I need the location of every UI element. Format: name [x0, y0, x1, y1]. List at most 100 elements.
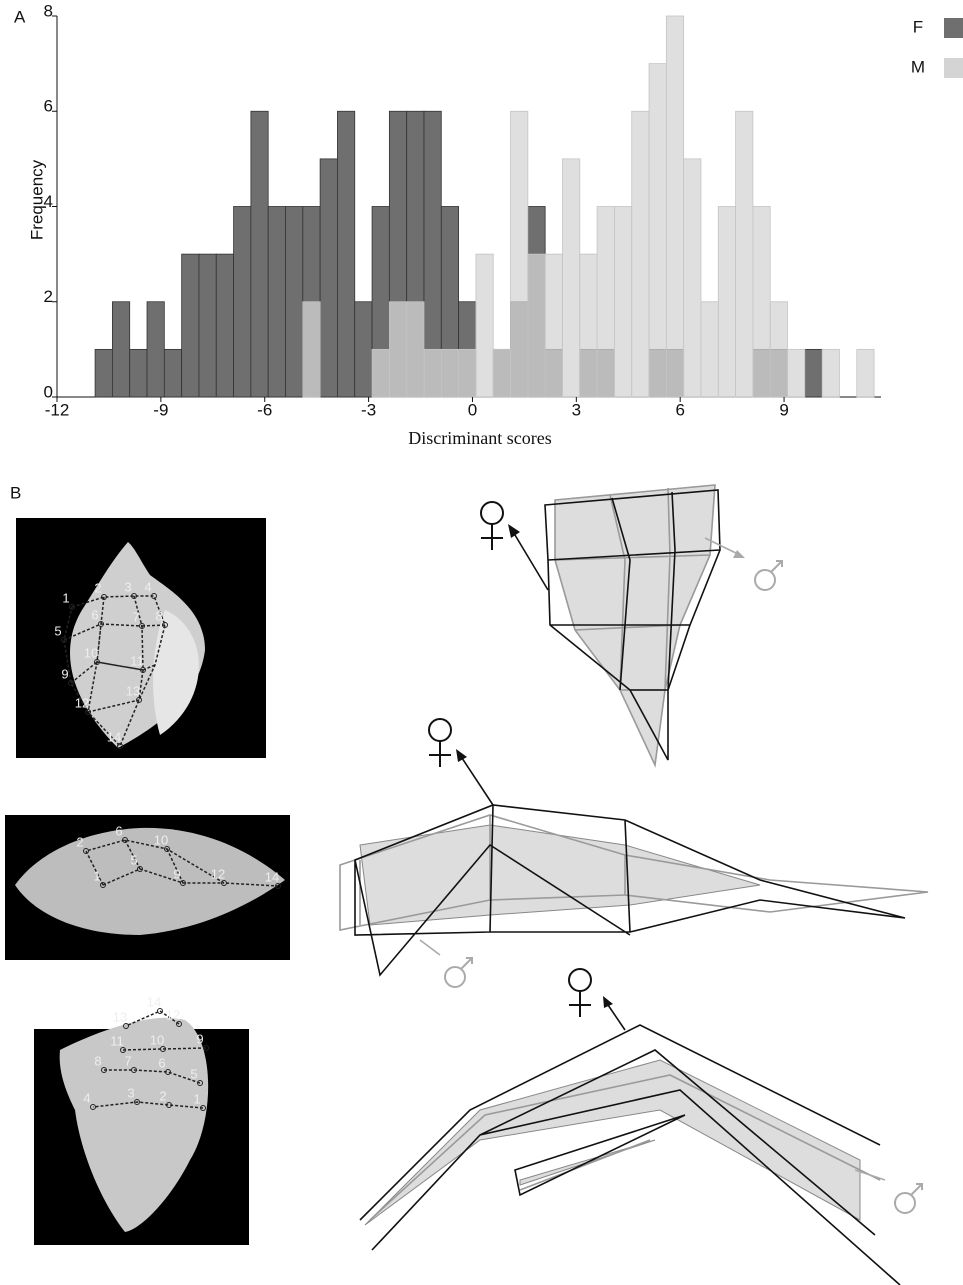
landmark-label: 14 — [147, 994, 161, 1009]
bar — [770, 302, 787, 397]
bar — [268, 207, 285, 398]
bar — [580, 254, 597, 397]
bar — [459, 349, 476, 397]
landmark-label: 13 — [126, 683, 140, 698]
bar — [511, 111, 528, 397]
bar — [337, 111, 354, 397]
bar — [424, 349, 441, 397]
bar — [286, 207, 303, 398]
bar — [147, 302, 164, 397]
landmark-label: 8 — [155, 608, 162, 623]
bar — [528, 254, 545, 397]
landmark-label: 7 — [124, 1053, 131, 1068]
bar — [476, 254, 493, 397]
x-tick-label: 6 — [675, 400, 684, 419]
landmark-label: 4 — [144, 579, 151, 594]
landmark-label: 11 — [110, 1033, 124, 1048]
landmark-label: 12 — [211, 866, 225, 881]
bar — [822, 349, 839, 397]
bar — [788, 349, 805, 397]
landmark-label: 2 — [159, 1088, 166, 1103]
bar — [303, 302, 320, 397]
landmark-label: 9 — [61, 666, 68, 681]
legend-swatch — [944, 58, 963, 78]
legend-swatch — [944, 18, 963, 38]
bar — [320, 159, 337, 397]
landmark-label: 13 — [113, 1009, 127, 1024]
x-tick-label: 3 — [572, 400, 581, 419]
bar — [632, 111, 649, 397]
bar — [701, 302, 718, 397]
bar — [857, 349, 874, 397]
landmark-label: 7 — [132, 609, 139, 624]
bar — [718, 207, 735, 398]
x-tick-label: -3 — [361, 400, 376, 419]
bar — [355, 302, 372, 397]
landmark-label: 6 — [158, 1055, 165, 1070]
bar — [216, 254, 233, 397]
landmark-label: 1 — [62, 590, 69, 605]
bar — [684, 159, 701, 397]
landmark-label: 12 — [75, 695, 89, 710]
landmark-label: 1 — [93, 868, 100, 883]
panel-label: A — [14, 7, 26, 26]
landmark-label: 3 — [127, 1085, 134, 1100]
bar — [753, 207, 770, 398]
x-tick-label: -6 — [257, 400, 272, 419]
landmark-label: 8 — [94, 1053, 101, 1068]
bar — [545, 254, 562, 397]
y-tick-label: 6 — [44, 97, 53, 116]
landmark-label: 4 — [83, 1090, 90, 1105]
bar — [389, 302, 406, 397]
panel-label: B — [10, 483, 21, 502]
landmark-label: 5 — [190, 1066, 197, 1081]
bar — [736, 111, 753, 397]
x-tick-label: -9 — [153, 400, 168, 419]
legend-label: M — [911, 57, 925, 76]
deformation-grid — [340, 485, 928, 1285]
landmark-label: 5 — [130, 852, 137, 867]
landmark-label: 6 — [91, 607, 98, 622]
bar — [234, 207, 251, 398]
bar — [372, 349, 389, 397]
y-tick-label: 4 — [44, 192, 53, 211]
x-tick-label: 9 — [779, 400, 788, 419]
bar — [666, 16, 683, 397]
bar — [199, 254, 216, 397]
bar — [164, 349, 181, 397]
landmark-label: 6 — [115, 823, 122, 838]
landmark-label: 14 — [107, 729, 121, 744]
landmark-label: 10 — [154, 832, 168, 847]
landmark-label: 2 — [76, 834, 83, 849]
y-tick-label: 8 — [44, 1, 53, 20]
landmark-label: 1 — [193, 1091, 200, 1106]
bar — [130, 349, 147, 397]
bar — [251, 111, 268, 397]
landmark-label: 9 — [196, 1031, 203, 1046]
bar — [112, 302, 129, 397]
bar — [95, 349, 112, 397]
bar — [441, 349, 458, 397]
y-tick-label: 2 — [44, 287, 53, 306]
bar — [493, 349, 510, 397]
bar — [649, 64, 666, 397]
bar — [407, 302, 424, 397]
landmark-label: 11 — [130, 653, 144, 668]
x-tick-label: 0 — [468, 400, 477, 419]
landmark-label: 2 — [94, 580, 101, 595]
bar — [182, 254, 199, 397]
x-tick-label: -12 — [45, 400, 70, 419]
bars — [95, 16, 874, 397]
landmark-label: 9 — [173, 866, 180, 881]
x-axis-title: Discriminant scores — [408, 428, 551, 448]
landmark-label: 12 — [166, 1007, 180, 1022]
bar — [614, 207, 631, 398]
bar — [805, 349, 822, 397]
landmark-label: 10 — [84, 645, 98, 660]
landmark-label: 3 — [124, 579, 131, 594]
landmark-label: 10 — [150, 1032, 164, 1047]
y-tick-label: 0 — [44, 382, 53, 401]
landmark-label: 14 — [265, 869, 279, 884]
legend-label: F — [913, 17, 923, 36]
bar — [597, 207, 614, 398]
